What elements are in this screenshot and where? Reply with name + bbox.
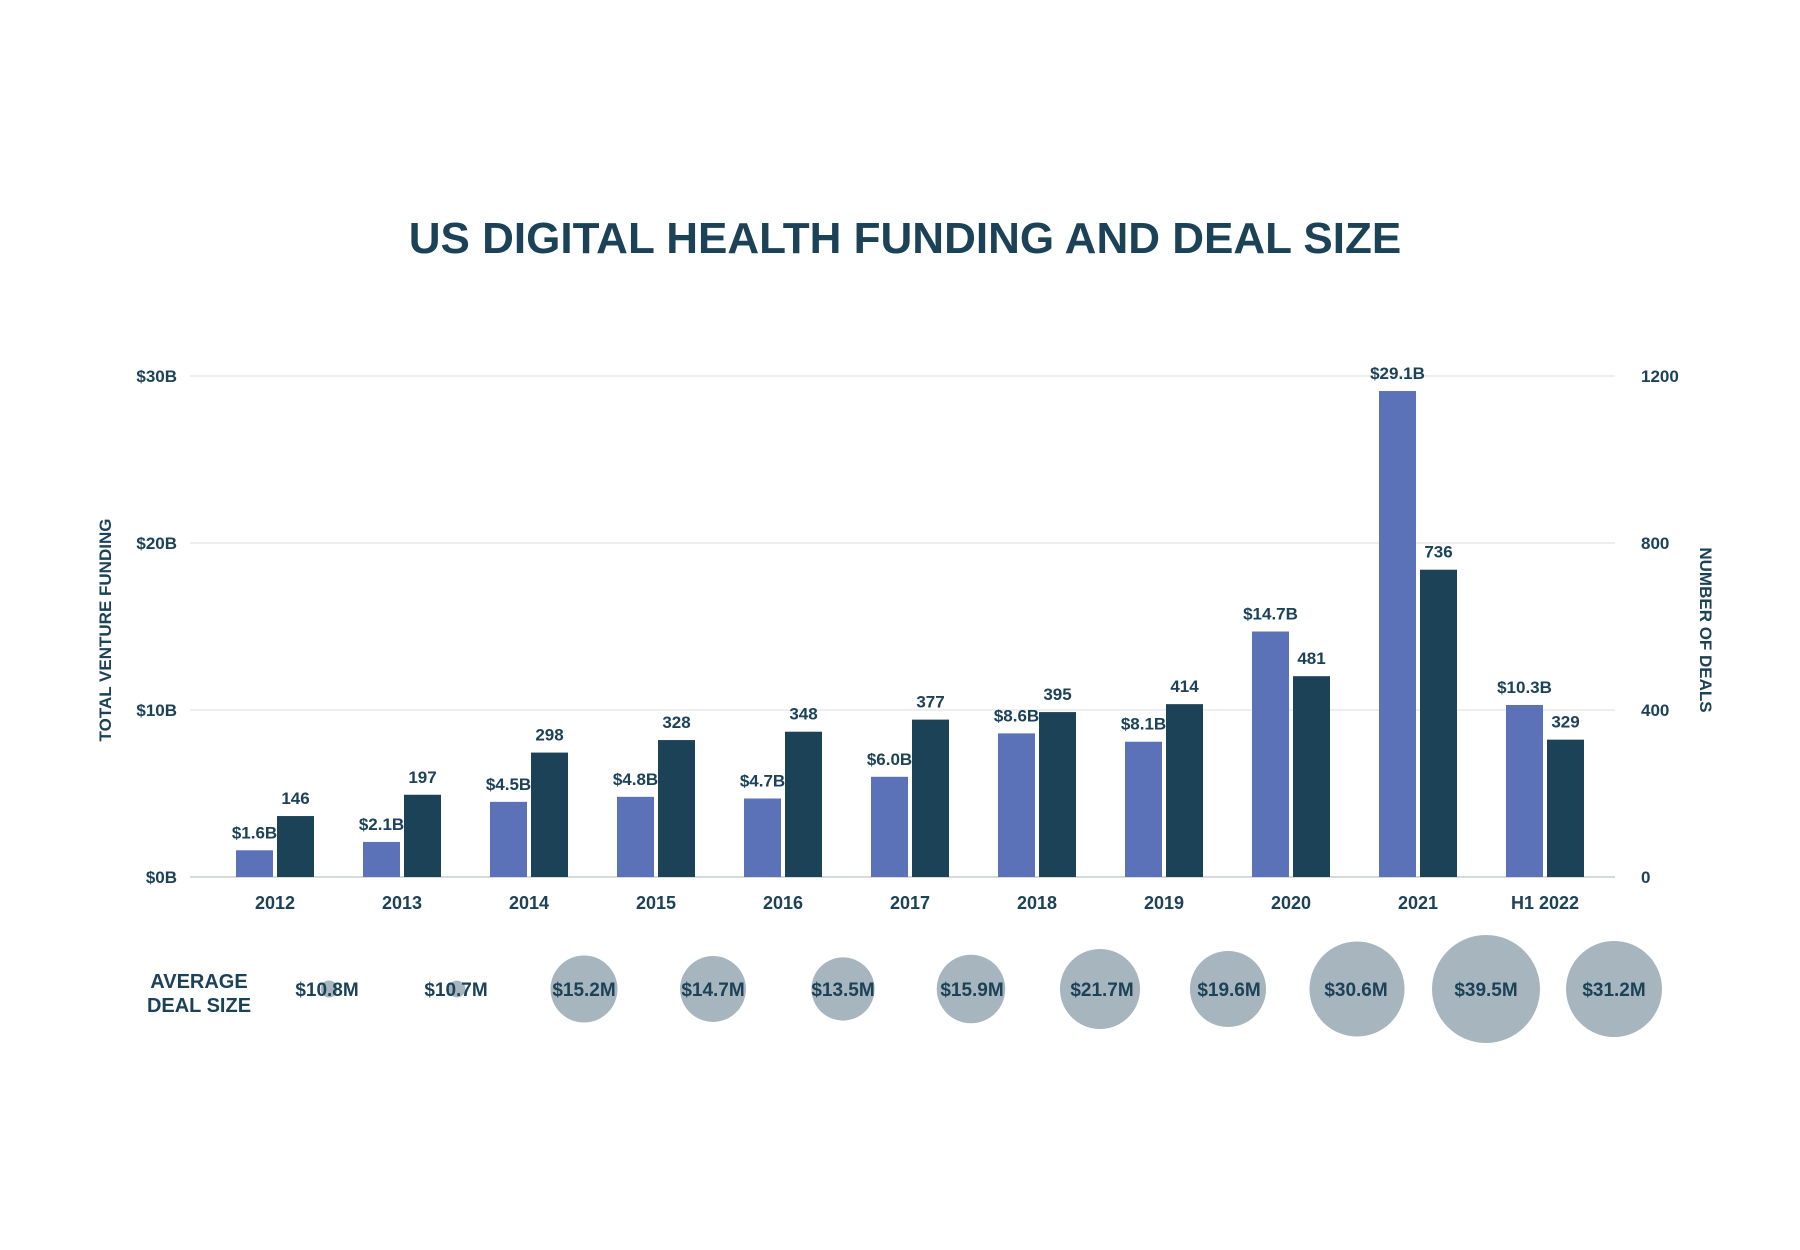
bar-deals (1420, 569, 1457, 877)
bubble-average-deal-size (1432, 935, 1540, 1043)
data-label-deals: 736 (1424, 543, 1452, 562)
data-label-funding: $8.1B (1121, 715, 1166, 734)
bubble-value-label: $30.6M (1324, 980, 1387, 1001)
x-tick-label: 2013 (382, 893, 422, 913)
x-tick-label: 2014 (509, 893, 549, 913)
bubble-value-label: $15.2M (552, 980, 615, 1001)
bubble-average-deal-size (448, 980, 466, 998)
data-label-funding: $1.6B (232, 823, 277, 842)
y2-tick-label: 1200 (1641, 367, 1679, 386)
bar-funding (1252, 631, 1289, 877)
bar-deals (404, 794, 441, 877)
bar-deals (912, 719, 949, 877)
x-tick-label: 2021 (1398, 893, 1438, 913)
bubble-value-label: $15.9M (940, 980, 1003, 1001)
data-label-funding: $8.6B (994, 706, 1039, 725)
bubble-value-label: $19.6M (1197, 980, 1260, 1001)
data-label-funding: $6.0B (867, 750, 912, 769)
bar-deals (1547, 739, 1584, 877)
y-tick-label: $20B (136, 534, 177, 553)
bar-deals (531, 752, 568, 877)
bar-funding (490, 801, 527, 877)
data-label-deals: 481 (1297, 649, 1325, 668)
bar-funding (1125, 741, 1162, 877)
x-tick-label: 2019 (1144, 893, 1184, 913)
data-label-funding: $4.5B (486, 775, 531, 794)
y-tick-label: $10B (136, 701, 177, 720)
bar-deals (658, 740, 695, 877)
data-label-deals: 414 (1170, 677, 1199, 696)
bar-deals (1166, 704, 1203, 877)
bubble-value-label: $13.5M (811, 980, 874, 1001)
data-label-deals: 146 (281, 789, 309, 808)
bubble-average-deal-size (1566, 941, 1662, 1037)
bubble-average-deal-size (936, 954, 1006, 1024)
bubble-average-deal-size (320, 980, 338, 998)
bar-deals (785, 731, 822, 877)
y-tick-label: $30B (136, 367, 177, 386)
bubble-average-deal-size (680, 956, 746, 1022)
data-label-deals: 395 (1043, 685, 1071, 704)
data-label-deals: 348 (789, 705, 817, 724)
y-axis-label: TOTAL VENTURE FUNDING (96, 519, 115, 742)
bar-deals (1293, 676, 1330, 877)
bubble-average-deal-size (811, 957, 875, 1021)
data-label-funding: $4.7B (740, 772, 785, 791)
bar-deals (277, 816, 314, 877)
average-deal-size-bubbles: $10.8M $10.7M $15.2M $14.7M $13.5M $15.9M $21.… (295, 935, 1662, 1043)
data-label-deals: 377 (916, 693, 944, 712)
x-tick-label: 2018 (1017, 893, 1057, 913)
data-label-funding: $2.1B (359, 815, 404, 834)
y2-tick-label: 400 (1641, 701, 1669, 720)
bar-deals (1039, 712, 1076, 877)
y2-tick-label: 0 (1641, 868, 1650, 887)
y2-axis-label: NUMBER OF DEALS (1696, 547, 1715, 712)
bar-funding (1379, 391, 1416, 877)
bar-funding (998, 733, 1035, 877)
bubble-value-label: $21.7M (1070, 980, 1133, 1001)
bar-funding (617, 796, 654, 877)
bar-funding (1506, 704, 1543, 877)
data-label-deals: 197 (408, 768, 436, 787)
y2-tick-label: 800 (1641, 534, 1669, 553)
x-tick-label: 2016 (763, 893, 803, 913)
data-label-deals: 328 (662, 713, 690, 732)
bar-funding (363, 841, 400, 877)
y-tick-label: $0B (146, 868, 177, 887)
data-label-funding: $4.8B (613, 770, 658, 789)
bubble-average-deal-size (1309, 941, 1405, 1037)
data-label-funding: $14.7B (1243, 605, 1298, 624)
x-tick-label: H1 2022 (1511, 893, 1579, 913)
data-label-funding: $29.1B (1370, 364, 1425, 383)
bar-funding (744, 798, 781, 877)
bubble-value-label: $14.7M (681, 980, 744, 1001)
bar-funding (236, 850, 273, 877)
bubble-value-label: $39.5M (1454, 980, 1517, 1001)
x-tick-label: 2012 (255, 893, 295, 913)
bubble-value-label: $10.8M (295, 980, 358, 1001)
x-tick-label: 2020 (1271, 893, 1311, 913)
data-label-funding: $10.3B (1497, 678, 1552, 697)
data-label-deals: 329 (1551, 713, 1579, 732)
bar-funding (871, 776, 908, 877)
bubble-average-deal-size (1059, 948, 1141, 1030)
bubble-row-label-line1: AVERAGE (150, 971, 247, 993)
axes: $0B 0 $10B 400 $20B 800 $30B 1200 2012 2013 2014 20… (136, 367, 1678, 913)
bubble-average-deal-size (550, 955, 618, 1023)
data-label-deals: 298 (535, 726, 563, 745)
x-tick-label: 2017 (890, 893, 930, 913)
chart-title: US DIGITAL HEALTH FUNDING AND DEAL SIZE (409, 214, 1401, 263)
bubble-value-label: $10.7M (424, 980, 487, 1001)
bars (236, 391, 1584, 877)
bubble-row-label-line2: DEAL SIZE (147, 995, 251, 1017)
x-tick-label: 2015 (636, 893, 676, 913)
bubble-value-label: $31.2M (1582, 980, 1645, 1001)
bubble-average-deal-size (1189, 950, 1267, 1028)
